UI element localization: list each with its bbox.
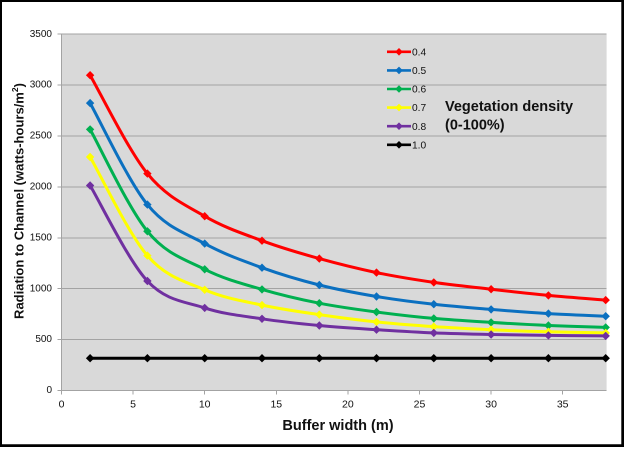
svg-text:35: 35: [557, 399, 569, 411]
svg-text:0.6: 0.6: [412, 85, 426, 96]
svg-text:0.7: 0.7: [412, 103, 426, 114]
svg-text:0.8: 0.8: [412, 122, 426, 133]
svg-text:0: 0: [46, 385, 52, 396]
svg-text:5: 5: [130, 399, 136, 411]
svg-text:1500: 1500: [30, 232, 53, 243]
svg-text:Buffer width (m): Buffer width (m): [282, 418, 393, 434]
svg-text:0.4: 0.4: [412, 47, 426, 58]
svg-text:500: 500: [35, 334, 52, 345]
svg-text:2500: 2500: [30, 131, 53, 142]
svg-text:(0-100%): (0-100%): [445, 118, 505, 134]
svg-text:3000: 3000: [30, 80, 53, 91]
svg-text:25: 25: [414, 399, 426, 411]
svg-text:3500: 3500: [30, 29, 53, 40]
svg-text:15: 15: [270, 399, 282, 411]
svg-text:30: 30: [485, 399, 497, 411]
svg-text:Vegetation density: Vegetation density: [445, 99, 573, 115]
svg-text:10: 10: [199, 399, 211, 411]
svg-text:0.5: 0.5: [412, 66, 426, 77]
svg-text:Radiation to Channel (watts-ho: Radiation to Channel (watts-hours/m2): [10, 83, 27, 319]
svg-text:2000: 2000: [30, 182, 53, 193]
svg-text:0: 0: [59, 399, 65, 411]
svg-text:1.0: 1.0: [412, 140, 426, 151]
svg-text:1000: 1000: [30, 283, 53, 294]
svg-text:20: 20: [342, 399, 354, 411]
